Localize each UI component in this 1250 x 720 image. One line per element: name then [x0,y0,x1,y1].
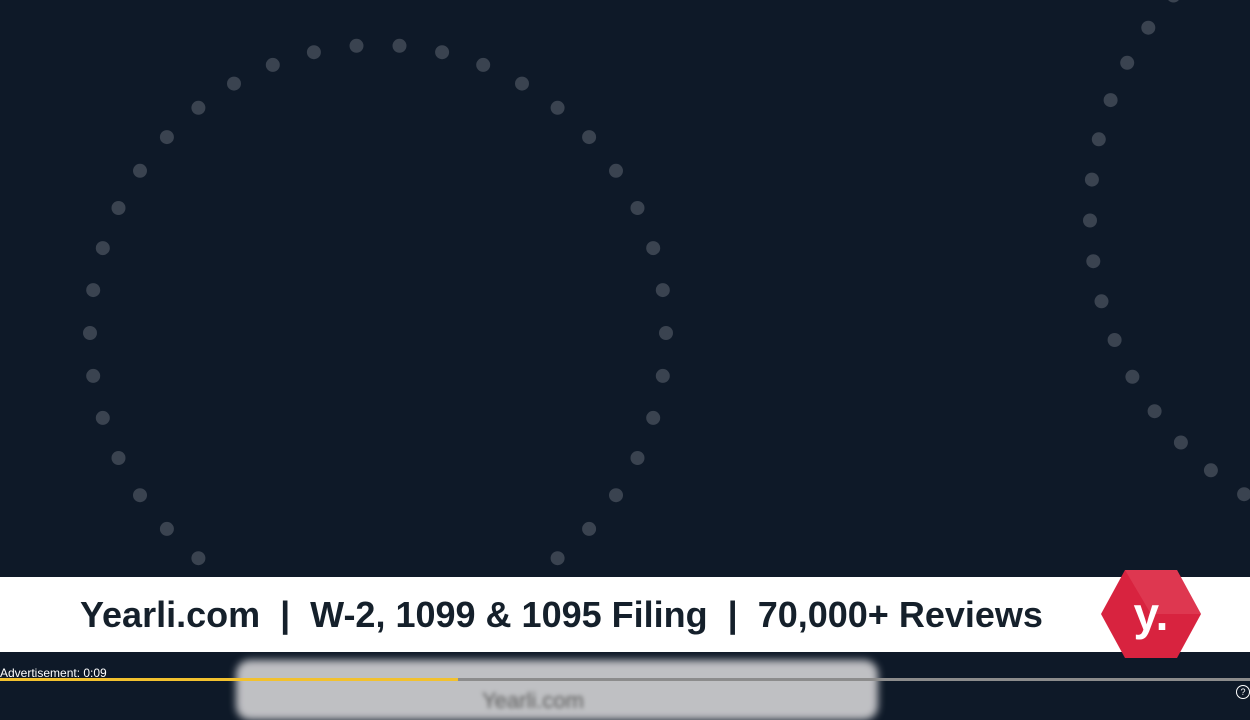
pattern-dot [1147,404,1162,419]
pattern-dot [306,45,321,60]
pattern-dot [1091,132,1106,147]
pattern-dot [159,130,174,145]
pattern-dot [1103,93,1118,108]
yearli-logo: y. [1101,570,1201,658]
background-dot-pattern [83,0,1250,566]
pattern-dot [265,57,280,72]
pattern-dot [111,451,126,465]
blurred-card-text: Yearli.com [482,688,584,713]
pattern-dot [515,76,529,91]
pattern-dot [550,551,565,566]
pattern-dot [435,45,450,60]
pattern-dot [1107,333,1122,347]
pattern-dot [111,201,126,215]
pattern-dot [582,130,597,145]
pattern-dot [133,488,147,503]
dotted-circle-right [1083,0,1250,502]
ad-progress-bar [0,678,1250,681]
pattern-dot [1173,435,1188,450]
pattern-dot [95,410,110,425]
banner-headline: Yearli.com | W-2, 1099 & 1095 Filing | 7… [80,594,1043,635]
pattern-dot [1086,254,1101,269]
pattern-dot [86,283,101,298]
pattern-dot [1203,463,1218,478]
pattern-dot [609,488,623,503]
ad-banner[interactable]: Yearli.com | W-2, 1099 & 1095 Filing | 7… [0,577,1250,652]
pattern-dot [646,241,661,256]
pattern-dot [159,521,174,536]
help-icon[interactable]: ? [1236,685,1250,699]
pattern-dot [349,38,364,53]
pattern-dot [476,57,491,72]
dotted-circle-left [83,38,673,566]
pattern-dot [1120,55,1135,70]
pattern-dot [95,241,110,256]
pattern-dot [609,163,623,178]
pattern-dot [1125,369,1140,384]
pattern-dot [1084,172,1099,187]
pattern-dot [191,100,206,115]
pattern-dot [83,326,97,340]
pattern-dot [646,410,661,425]
pattern-dot [582,521,597,536]
advertisement-timer: Advertisement: 0:09 [0,666,107,680]
pattern-dot [655,283,670,298]
ad-progress-fill [0,678,458,681]
logo-letter: y. [1134,588,1169,640]
pattern-dot [1168,0,1179,3]
logo-facet [1125,570,1201,614]
pattern-dot [655,368,670,383]
pattern-dot [630,201,645,215]
pattern-dot [550,100,565,115]
pattern-dot [630,451,645,465]
pattern-dot [133,163,147,178]
pattern-dot [659,326,673,340]
pattern-dot [1083,213,1097,228]
pattern-dot [1237,487,1250,502]
pattern-dot [86,368,101,383]
pattern-dot [227,76,241,91]
pattern-dot [1094,294,1109,309]
pattern-dot [392,38,407,53]
pattern-dot [1141,20,1156,35]
pattern-dot [191,551,206,566]
